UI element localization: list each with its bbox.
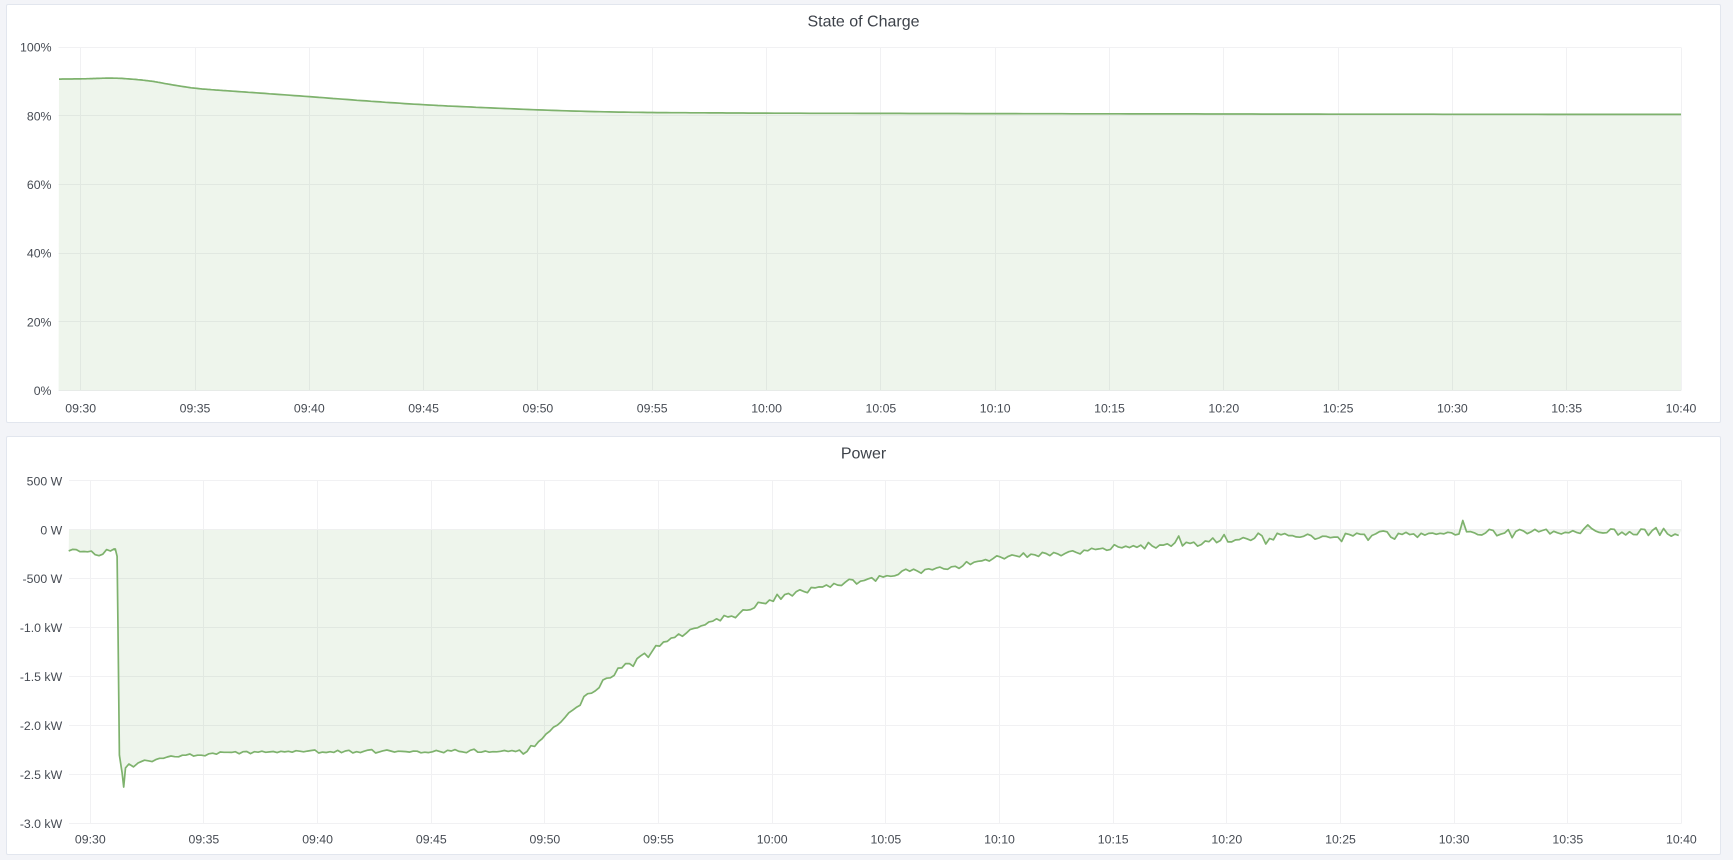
svg-text:09:30: 09:30 xyxy=(75,833,106,847)
svg-text:60%: 60% xyxy=(27,178,52,192)
svg-text:10:25: 10:25 xyxy=(1325,833,1356,847)
svg-text:-2.0 kW: -2.0 kW xyxy=(20,719,63,733)
svg-text:80%: 80% xyxy=(27,109,52,123)
svg-text:09:55: 09:55 xyxy=(643,833,674,847)
svg-text:500 W: 500 W xyxy=(27,474,63,488)
svg-text:10:30: 10:30 xyxy=(1437,402,1468,416)
svg-text:-1.0 kW: -1.0 kW xyxy=(20,621,63,635)
svg-text:10:15: 10:15 xyxy=(1094,402,1125,416)
svg-text:09:55: 09:55 xyxy=(637,402,668,416)
svg-text:10:35: 10:35 xyxy=(1551,402,1582,416)
svg-text:09:30: 09:30 xyxy=(65,402,96,416)
svg-text:10:05: 10:05 xyxy=(866,402,897,416)
svg-text:10:05: 10:05 xyxy=(871,833,902,847)
svg-text:09:45: 09:45 xyxy=(408,402,439,416)
svg-text:10:15: 10:15 xyxy=(1098,833,1129,847)
svg-text:State of Charge: State of Charge xyxy=(807,14,919,31)
svg-text:10:00: 10:00 xyxy=(751,402,782,416)
svg-text:09:40: 09:40 xyxy=(294,402,325,416)
svg-text:-3.0 kW: -3.0 kW xyxy=(20,817,63,831)
svg-text:10:10: 10:10 xyxy=(984,833,1015,847)
svg-text:20%: 20% xyxy=(27,315,52,329)
svg-text:09:45: 09:45 xyxy=(416,833,447,847)
svg-text:10:00: 10:00 xyxy=(757,833,788,847)
svg-text:09:50: 09:50 xyxy=(523,402,554,416)
svg-text:09:40: 09:40 xyxy=(302,833,333,847)
svg-text:-2.5 kW: -2.5 kW xyxy=(20,768,63,782)
svg-text:10:35: 10:35 xyxy=(1552,833,1583,847)
svg-text:10:20: 10:20 xyxy=(1211,833,1242,847)
svg-text:10:10: 10:10 xyxy=(980,402,1011,416)
svg-text:40%: 40% xyxy=(27,247,52,261)
svg-text:10:40: 10:40 xyxy=(1666,402,1697,416)
svg-text:-1.5 kW: -1.5 kW xyxy=(20,670,63,684)
svg-text:09:35: 09:35 xyxy=(189,833,220,847)
svg-text:09:50: 09:50 xyxy=(530,833,561,847)
svg-text:Power: Power xyxy=(841,446,887,463)
svg-text:0%: 0% xyxy=(34,384,52,398)
svg-text:-500 W: -500 W xyxy=(23,572,63,586)
svg-text:10:30: 10:30 xyxy=(1439,833,1470,847)
svg-text:09:35: 09:35 xyxy=(180,402,211,416)
svg-text:10:25: 10:25 xyxy=(1323,402,1354,416)
svg-text:100%: 100% xyxy=(20,41,52,55)
svg-text:0 W: 0 W xyxy=(40,523,62,537)
svg-text:10:40: 10:40 xyxy=(1666,833,1697,847)
svg-text:10:20: 10:20 xyxy=(1208,402,1239,416)
